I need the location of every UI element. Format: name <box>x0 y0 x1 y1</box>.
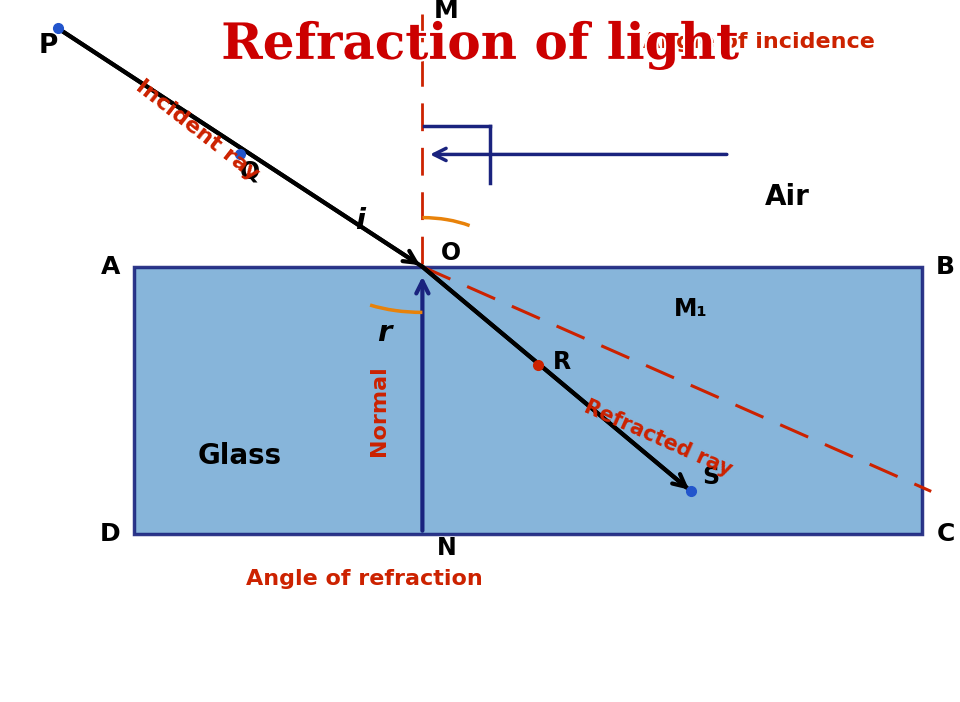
Text: Refraction of light: Refraction of light <box>221 21 739 70</box>
Text: Refracted ray: Refracted ray <box>581 397 734 480</box>
Text: Angle of refraction: Angle of refraction <box>247 569 483 589</box>
Text: i: i <box>355 207 365 235</box>
Text: N: N <box>437 536 456 559</box>
Text: r: r <box>377 319 391 347</box>
Text: D: D <box>100 522 121 545</box>
Text: B: B <box>936 255 955 279</box>
Text: S: S <box>702 465 719 489</box>
Text: Angle of incidence: Angle of incidence <box>643 32 876 52</box>
Text: P: P <box>38 32 58 59</box>
Text: O: O <box>442 241 461 265</box>
Text: Q: Q <box>240 160 259 184</box>
Text: Normal: Normal <box>370 365 389 456</box>
Text: C: C <box>936 522 955 545</box>
Bar <box>134 267 922 534</box>
Text: Glass: Glass <box>198 442 282 470</box>
Text: M: M <box>434 0 459 22</box>
Text: A: A <box>101 255 120 279</box>
Text: M₁: M₁ <box>674 297 708 321</box>
Text: Air: Air <box>765 183 809 211</box>
Text: R: R <box>553 350 570 373</box>
Text: Incident ray: Incident ray <box>132 76 262 184</box>
